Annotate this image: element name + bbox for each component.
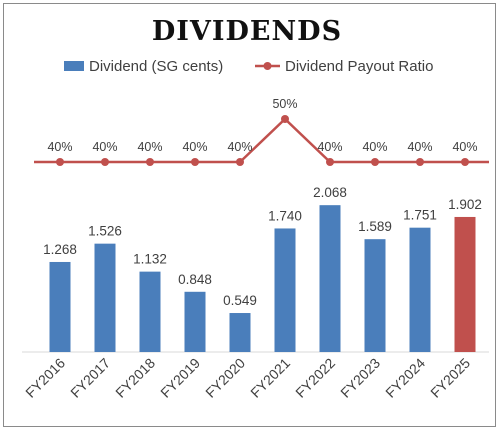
payout-label-fy2024: 40%: [407, 140, 432, 154]
x-tick-label-fy2017: FY2017: [67, 355, 113, 401]
x-tick-label-fy2024: FY2024: [382, 355, 428, 401]
legend-swatch-dividend: [64, 61, 84, 71]
payout-marker-fy2022: [326, 158, 334, 166]
x-tick-label-fy2020: FY2020: [202, 355, 248, 401]
payout-label-fy2017: 40%: [92, 140, 117, 154]
payout-marker-fy2017: [101, 158, 109, 166]
bar-fy2020: [229, 313, 251, 352]
bar-value-label-fy2023: 1.589: [358, 219, 392, 234]
x-tick-label-fy2022: FY2022: [292, 355, 338, 401]
x-tick-label-fy2025: FY2025: [427, 355, 473, 401]
dividend-value-labels: 1.268 1.526 1.132 0.848 0.549 1.740 2.068 1.589…: [43, 185, 482, 308]
bar-fy2016: [49, 261, 71, 352]
payout-marker-fy2021: [281, 115, 289, 123]
payout-label-fy2022: 40%: [317, 140, 342, 154]
x-tick-label-fy2018: FY2018: [112, 355, 158, 401]
x-tick-label-fy2021: FY2021: [247, 355, 293, 401]
bar-fy2022: [319, 205, 341, 352]
x-tick-label-fy2016: FY2016: [22, 355, 68, 401]
legend: Dividend (SG cents) Dividend Payout Rati…: [64, 58, 433, 75]
bar-value-label-fy2019: 0.848: [178, 272, 212, 287]
bar-value-label-fy2017: 1.526: [88, 224, 122, 239]
bar-fy2023: [364, 239, 386, 352]
payout-marker-fy2023: [371, 158, 379, 166]
bar-value-label-fy2025: 1.902: [448, 197, 482, 212]
bar-value-label-fy2018: 1.132: [133, 252, 167, 267]
payout-ratio-labels: 40% 40% 40% 40% 40% 50% 40% 40% 40% 40%: [47, 97, 477, 154]
bar-fy2025: [454, 216, 476, 352]
bar-fy2019: [184, 291, 206, 352]
x-tick-label-fy2023: FY2023: [337, 355, 383, 401]
payout-label-fy2020: 40%: [227, 140, 252, 154]
payout-marker-fy2019: [191, 158, 199, 166]
bar-value-label-fy2021: 1.740: [268, 208, 302, 223]
payout-marker-fy2024: [416, 158, 424, 166]
payout-ratio-line: [34, 115, 489, 166]
bar-fy2021: [274, 228, 296, 352]
payout-marker-fy2018: [146, 158, 154, 166]
payout-label-fy2019: 40%: [182, 140, 207, 154]
payout-label-fy2016: 40%: [47, 140, 72, 154]
payout-marker-fy2020: [236, 158, 244, 166]
payout-marker-fy2016: [56, 158, 64, 166]
payout-label-fy2018: 40%: [137, 140, 162, 154]
legend-label-payout: Dividend Payout Ratio: [285, 58, 433, 75]
bar-value-label-fy2022: 2.068: [313, 185, 347, 200]
payout-label-fy2021: 50%: [272, 97, 297, 111]
x-tick-label-fy2019: FY2019: [157, 355, 203, 401]
payout-marker-fy2025: [461, 158, 469, 166]
legend-label-dividend: Dividend (SG cents): [89, 58, 223, 75]
dividend-bars: [49, 205, 476, 352]
legend-swatch-payout-marker: [263, 62, 272, 70]
payout-label-fy2025: 40%: [452, 140, 477, 154]
bar-fy2018: [139, 271, 161, 352]
payout-ratio-polyline: [34, 117, 489, 164]
x-axis-tick-labels: FY2016 FY2017 FY2018 FY2019 FY2020 FY2021 FY20…: [22, 355, 473, 401]
bar-value-label-fy2020: 0.549: [223, 293, 257, 308]
payout-label-fy2023: 40%: [362, 140, 387, 154]
chart-title: DIVIDENDS: [152, 16, 342, 47]
bar-fy2024: [409, 227, 431, 352]
chart-frame: [3, 3, 496, 427]
bar-fy2017: [94, 243, 116, 352]
bar-value-label-fy2024: 1.751: [403, 208, 437, 223]
bar-value-label-fy2016: 1.268: [43, 242, 77, 257]
